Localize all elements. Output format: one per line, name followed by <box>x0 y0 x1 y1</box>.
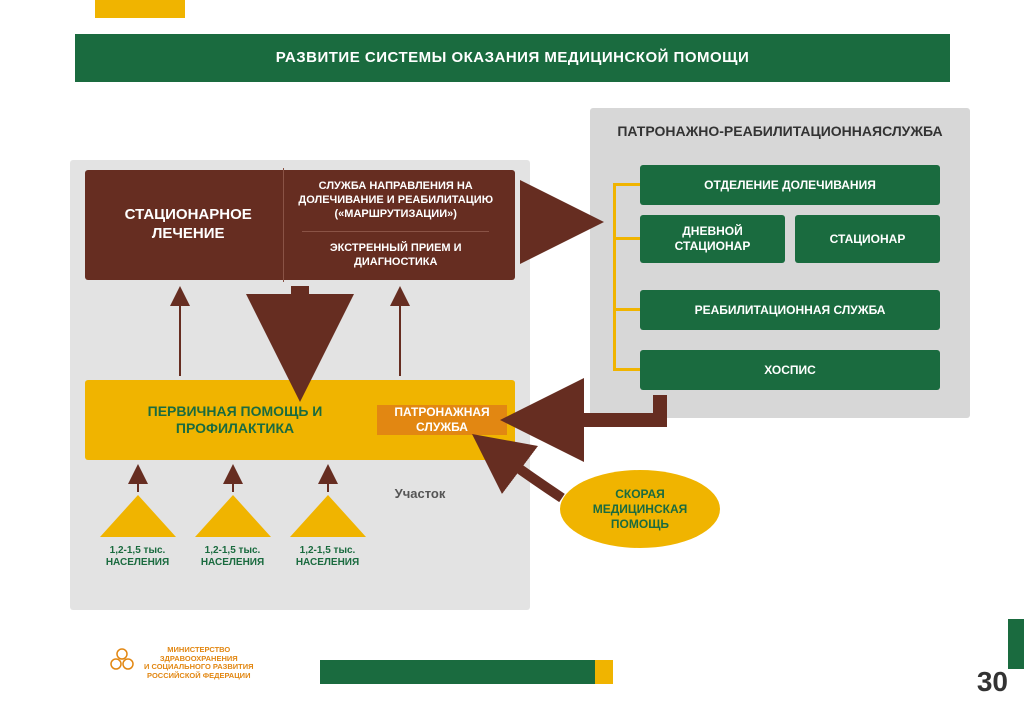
brown-right-top: СЛУЖБА НАПРАВЛЕНИЯ НА ДОЛЕЧИВАНИЕ И РЕАБ… <box>292 174 499 227</box>
green-box-a: ОТДЕЛЕНИЕ ДОЛЕЧИВАНИЯ <box>640 165 940 205</box>
triangle-1 <box>100 495 176 537</box>
brown-left-label: СТАЦИОНАРНОЕ ЛЕЧЕНИЕ <box>93 206 283 244</box>
uchastok-label: Участок <box>360 480 480 508</box>
oval-line1: СКОРАЯ <box>615 487 665 501</box>
triangle-1-label: 1,2-1,5 тыс.НАСЕЛЕНИЯ <box>90 545 185 569</box>
triangle-2 <box>195 495 271 537</box>
oval-line2: МЕДИЦИНСКАЯ <box>593 502 688 516</box>
connector-h-a <box>613 183 640 186</box>
slide-title: РАЗВИТИЕ СИСТЕМЫ ОКАЗАНИЯ МЕДИЦИНСКОЙ ПО… <box>75 34 950 82</box>
brown-right: СЛУЖБА НАПРАВЛЕНИЯ НА ДОЛЕЧИВАНИЕ И РЕАБ… <box>283 168 507 282</box>
right-panel-title-line2: СЛУЖБА <box>882 122 943 140</box>
ambulance-oval: СКОРАЯ МЕДИЦИНСКАЯ ПОМОЩЬ <box>560 470 720 548</box>
ministry-text: МИНИСТЕРСТВО ЗДРАВООХРАНЕНИЯ И СОЦИАЛЬНО… <box>144 646 254 681</box>
green-box-c: РЕАБИЛИТАЦИОННАЯ СЛУЖБА <box>640 290 940 330</box>
ministry-logo: МИНИСТЕРСТВО ЗДРАВООХРАНЕНИЯ И СОЦИАЛЬНО… <box>100 640 262 687</box>
triangle-2-label: 1,2-1,5 тыс.НАСЕЛЕНИЯ <box>185 545 280 569</box>
decor-yellow-top <box>95 0 185 18</box>
patronage-label: ПАТРОНАЖНАЯ СЛУЖБА <box>377 405 507 435</box>
connector-h-d <box>613 368 640 371</box>
triangle-3 <box>290 495 366 537</box>
right-panel-title: ПАТРОНАЖНО-РЕАБИЛИТАЦИОННАЯ СЛУЖБА <box>590 116 970 146</box>
primary-care-block: ПЕРВИЧНАЯ ПОМОЩЬ И ПРОФИЛАКТИКА ПАТРОНАЖ… <box>85 380 515 460</box>
connector-vertical <box>613 183 616 370</box>
brown-right-bottom: ЭКСТРЕННЫЙ ПРИЕМ И ДИАГНОСТИКА <box>292 236 499 276</box>
triangle-3-label: 1,2-1,5 тыс.НАСЕЛЕНИЯ <box>280 545 375 569</box>
connector-h-c <box>613 308 640 311</box>
footer-bar <box>320 660 600 684</box>
connector-h-b <box>613 237 640 240</box>
page-number: 30 <box>969 658 1016 705</box>
primary-care-label: ПЕРВИЧНАЯ ПОМОЩЬ И ПРОФИЛАКТИКА <box>93 403 377 438</box>
ministry-icon <box>108 646 136 674</box>
green-box-b1: ДНЕВНОЙ СТАЦИОНАР <box>640 215 785 263</box>
green-box-b2: СТАЦИОНАР <box>795 215 940 263</box>
green-box-d: ХОСПИС <box>640 350 940 390</box>
right-panel-title-line1: ПАТРОНАЖНО-РЕАБИЛИТАЦИОННАЯ <box>617 122 882 140</box>
brown-block: СТАЦИОНАРНОЕ ЛЕЧЕНИЕ СЛУЖБА НАПРАВЛЕНИЯ … <box>85 170 515 280</box>
brown-divider <box>302 231 489 232</box>
slide-canvas: РАЗВИТИЕ СИСТЕМЫ ОКАЗАНИЯ МЕДИЦИНСКОЙ ПО… <box>0 0 1024 709</box>
footer-yellow <box>595 660 613 684</box>
oval-line3: ПОМОЩЬ <box>611 517 669 531</box>
